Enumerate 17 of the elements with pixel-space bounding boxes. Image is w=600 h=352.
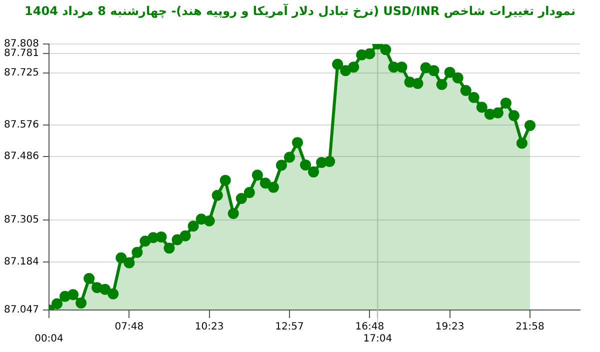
- chart-title: نمودار تغییرات شاخص USD/INR (نرخ تبادل دلار آمریکا و روپیه هند)- چهارشنبه 8 مرداد 1404: [24, 4, 576, 18]
- x-tick-label: 10:23: [194, 322, 224, 333]
- x-tick-label: 07:48: [114, 322, 144, 333]
- x-tick-label: 00:04: [34, 334, 64, 345]
- y-tick-label: 87.184: [4, 256, 39, 268]
- y-tick-label: 87.047: [4, 304, 39, 316]
- x-tick-label: 12:57: [275, 322, 304, 333]
- x-tick-label: 19:23: [435, 322, 464, 333]
- y-tick-label: 87.305: [4, 214, 39, 226]
- x-tick-label: 16:48: [355, 322, 384, 333]
- x-tick-label: 21:58: [516, 322, 544, 333]
- y-tick-label: 87.808: [4, 38, 39, 50]
- y-tick-label: 87.576: [4, 120, 39, 131]
- y-tick-label: 87.725: [4, 68, 39, 79]
- y-tick-label: 87.486: [4, 151, 39, 162]
- y-tick-label: 87.781: [4, 48, 39, 60]
- x-tick-label: 17:04: [363, 334, 392, 345]
